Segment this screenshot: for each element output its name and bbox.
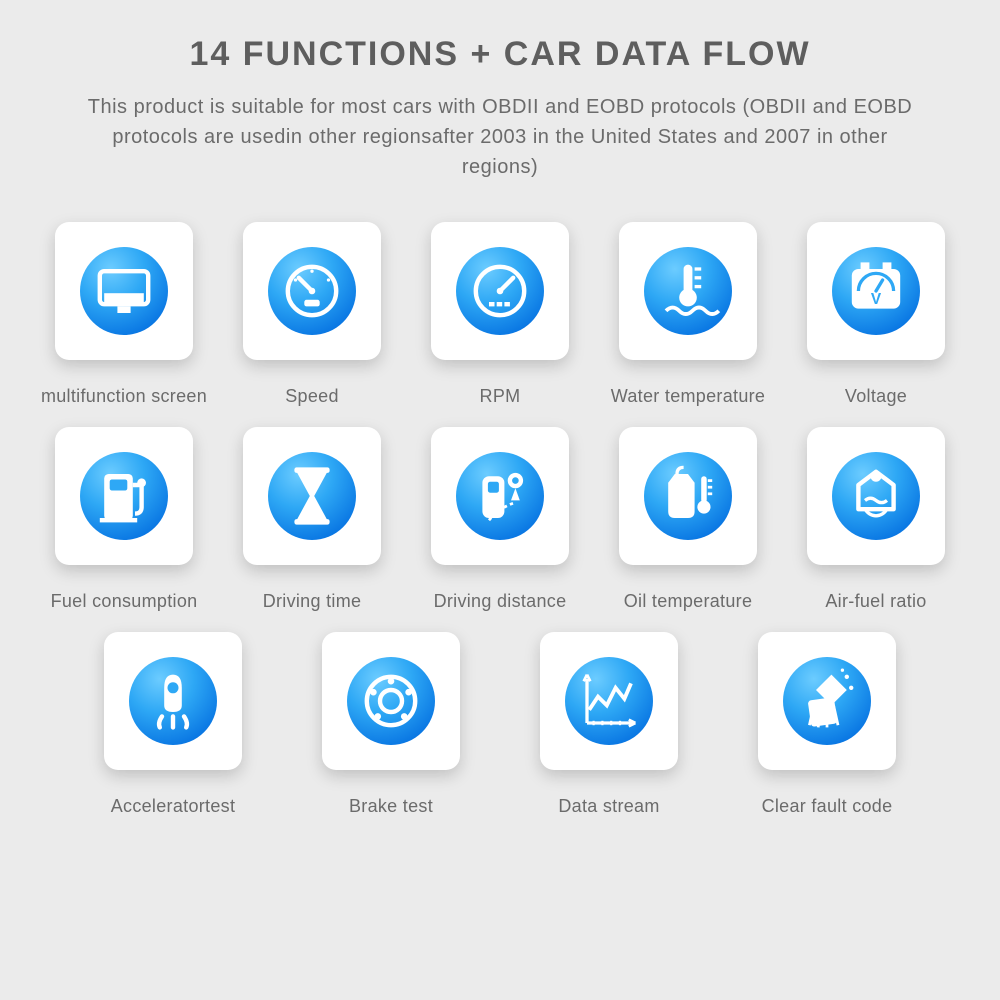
oil-temp-icon — [644, 452, 732, 540]
feature-card — [322, 632, 460, 770]
row-3: Acceleratortest Brake test Data stream — [40, 632, 960, 817]
feature-label: Speed — [285, 386, 339, 407]
feature-card — [619, 427, 757, 565]
features-grid: multifunction screen Speed RPM — [40, 222, 960, 817]
feature-item: Oil temperature — [604, 427, 772, 612]
feature-label: Brake test — [349, 796, 433, 817]
feature-label: Data stream — [558, 796, 659, 817]
feature-card — [55, 222, 193, 360]
air-fuel-icon — [832, 452, 920, 540]
feature-label: Acceleratortest — [111, 796, 236, 817]
clear-icon — [783, 657, 871, 745]
feature-card — [431, 222, 569, 360]
feature-label: multifunction screen — [41, 386, 207, 407]
row-2: Fuel consumption Driving time Driving di… — [40, 427, 960, 612]
feature-item: Acceleratortest — [88, 632, 258, 817]
speed-icon — [268, 247, 356, 335]
water-temp-icon — [644, 247, 732, 335]
feature-card — [104, 632, 242, 770]
feature-label: Fuel consumption — [51, 591, 198, 612]
fuel-icon — [80, 452, 168, 540]
svg-text:V: V — [871, 291, 882, 308]
feature-item: RPM — [416, 222, 584, 407]
feature-item: Speed — [228, 222, 396, 407]
voltage-icon: V — [832, 247, 920, 335]
feature-item: Air-fuel ratio — [792, 427, 960, 612]
feature-card — [758, 632, 896, 770]
screen-icon — [80, 247, 168, 335]
feature-item: Data stream — [524, 632, 694, 817]
feature-label: Water temperature — [611, 386, 766, 407]
feature-label: RPM — [480, 386, 521, 407]
page-subtitle: This product is suitable for most cars w… — [40, 92, 960, 182]
row-1: multifunction screen Speed RPM — [40, 222, 960, 407]
feature-item: multifunction screen — [40, 222, 208, 407]
feature-label: Driving distance — [434, 591, 567, 612]
distance-icon — [456, 452, 544, 540]
feature-label: Driving time — [263, 591, 362, 612]
feature-item: Clear fault code — [742, 632, 912, 817]
brake-icon — [347, 657, 435, 745]
page-title: 14 FUNCTIONS + CAR DATA FLOW — [40, 35, 960, 74]
feature-card — [807, 427, 945, 565]
feature-item: V Voltage — [792, 222, 960, 407]
feature-item: Driving distance — [416, 427, 584, 612]
feature-label: Clear fault code — [762, 796, 893, 817]
data-icon — [565, 657, 653, 745]
feature-card — [55, 427, 193, 565]
feature-card — [619, 222, 757, 360]
time-icon — [268, 452, 356, 540]
feature-card — [243, 427, 381, 565]
feature-card — [431, 427, 569, 565]
feature-card — [243, 222, 381, 360]
feature-item: Fuel consumption — [40, 427, 208, 612]
feature-card: V — [807, 222, 945, 360]
accel-icon — [129, 657, 217, 745]
feature-item: Driving time — [228, 427, 396, 612]
feature-label: Voltage — [845, 386, 907, 407]
feature-label: Oil temperature — [624, 591, 753, 612]
rpm-icon — [456, 247, 544, 335]
feature-label: Air-fuel ratio — [825, 591, 926, 612]
feature-card — [540, 632, 678, 770]
feature-item: Water temperature — [604, 222, 772, 407]
feature-item: Brake test — [306, 632, 476, 817]
